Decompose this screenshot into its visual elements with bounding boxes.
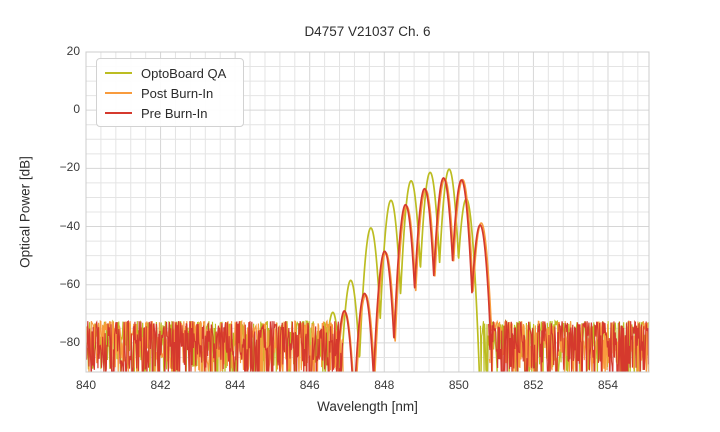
signal-trace-pre-burn-in (335, 177, 492, 372)
legend-entry-optoboard-qa: OptoBoard QA (97, 63, 243, 83)
x-tick-label: 846 (299, 378, 320, 392)
spectrum-curves (86, 168, 649, 372)
x-tick-label: 848 (374, 378, 395, 392)
axes-border (85, 51, 650, 373)
y-tick-label: −60 (59, 276, 80, 291)
noise-floor-pre-burn-in (86, 320, 344, 372)
signal-trace-optoboard-qa (324, 168, 481, 372)
y-tick-label: −80 (59, 334, 80, 349)
x-tick-label: 850 (448, 378, 469, 392)
legend-line-sample (105, 92, 132, 94)
x-tick-label: 854 (597, 378, 618, 392)
x-tick-label: 844 (225, 378, 246, 392)
signal-trace-post-burn-in (336, 177, 493, 372)
x-tick-label: 840 (75, 378, 97, 392)
y-tick-label: 20 (66, 44, 80, 58)
chart-title: D4757 V21037 Ch. 6 (304, 24, 431, 39)
legend-label: Pre Burn-In (141, 105, 208, 121)
legend: OptoBoard QA Post Burn-In Pre Burn-In (96, 58, 244, 127)
x-tick-label: 842 (150, 378, 171, 392)
legend-entry-pre-burn-in: Pre Burn-In (97, 103, 243, 123)
legend-label: OptoBoard QA (141, 65, 227, 81)
legend-line-sample (105, 112, 132, 114)
legend-line-sample (105, 72, 132, 74)
y-tick-label: −40 (59, 218, 80, 233)
noise-floor-pre-burn-in (488, 319, 649, 372)
y-tick-label: −20 (59, 160, 80, 175)
x-axis-label: Wavelength [nm] (317, 399, 418, 414)
legend-label: Post Burn-In (141, 85, 214, 101)
y-tick-label: 0 (73, 102, 80, 117)
legend-entry-post-burn-in: Post Burn-In (97, 83, 243, 103)
x-tick-label: 852 (523, 378, 544, 392)
